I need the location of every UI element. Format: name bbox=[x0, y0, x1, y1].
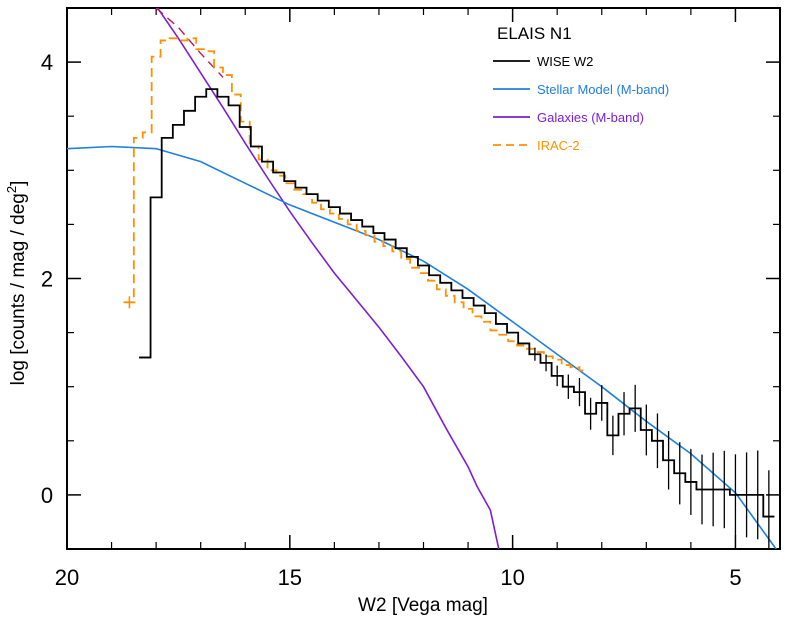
y-tick-label: 4 bbox=[41, 50, 53, 75]
legend-label: WISE W2 bbox=[537, 54, 593, 69]
series-line-irac2 bbox=[124, 37, 589, 372]
series-line-irac-extension bbox=[155, 8, 224, 78]
legend-label: Stellar Model (M-band) bbox=[537, 82, 669, 97]
x-tick-label: 5 bbox=[729, 565, 741, 590]
axis-ticks: 20 15 10 5 0 2 4 bbox=[41, 7, 781, 590]
x-tick-label: 20 bbox=[55, 565, 79, 590]
y-axis-label-sup: 2 bbox=[4, 186, 19, 193]
x-tick-label: 10 bbox=[500, 565, 524, 590]
series-line-wise-w2 bbox=[139, 88, 775, 518]
y-axis-label-end: ] bbox=[8, 181, 29, 186]
legend-label: Galaxies (M-band) bbox=[537, 110, 644, 125]
series-line-galaxies bbox=[156, 8, 500, 549]
series-line-stellar-model bbox=[67, 145, 778, 549]
y-tick-label: 2 bbox=[41, 267, 53, 292]
plot-frame bbox=[66, 7, 781, 550]
legend: WISE W2 Stellar Model (M-band) Galaxies (M… bbox=[493, 54, 669, 153]
y-axis-label: log [counts / mag / deg2] bbox=[4, 181, 29, 386]
legend-label: IRAC-2 bbox=[537, 138, 580, 153]
chart-title: ELAIS N1 bbox=[497, 24, 572, 43]
y-axis-label-main: log [counts / mag / deg bbox=[8, 193, 29, 385]
x-tick-label: 15 bbox=[278, 565, 302, 590]
series-layer bbox=[67, 8, 778, 549]
y-tick-label: 0 bbox=[41, 483, 53, 508]
x-axis-label: W2 [Vega mag] bbox=[358, 595, 488, 616]
